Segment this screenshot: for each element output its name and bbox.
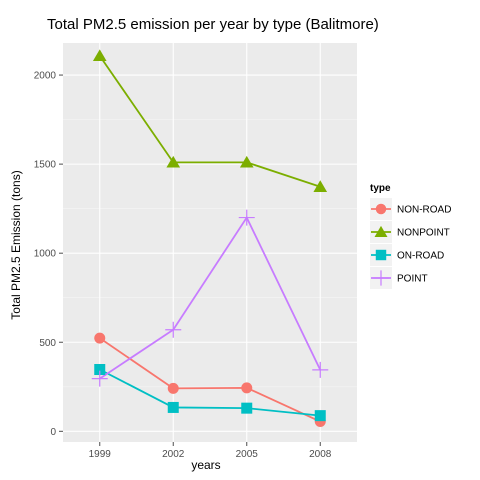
data-point-point — [165, 321, 182, 338]
data-point-point — [238, 209, 255, 226]
y-axis: 0 500 1000 1500 2000 — [34, 71, 63, 438]
legend-title: type — [370, 183, 391, 194]
x-tick-label: 1999 — [89, 449, 112, 460]
legend-label-point: POINT — [397, 274, 428, 285]
x-axis-title: years — [191, 458, 220, 472]
plot-panel — [63, 43, 357, 442]
x-tick-label: 2002 — [162, 449, 185, 460]
y-tick-label: 500 — [39, 338, 56, 349]
data-point-on-road — [94, 364, 106, 376]
y-tick-label: 1000 — [34, 249, 57, 260]
data-point-on-road — [314, 410, 326, 422]
y-tick-label: 2000 — [34, 71, 57, 82]
data-point-nonpoint — [313, 180, 328, 192]
data-point-nonpoint — [239, 155, 254, 168]
x-tick-label: 2008 — [309, 449, 332, 460]
legend: type NON-ROAD NONPOINT ON-ROAD POINT — [370, 183, 451, 289]
data-points — [91, 49, 329, 428]
legend-label-nonpoint: NONPOINT — [397, 228, 450, 239]
series-line-non-road — [99, 337, 321, 423]
data-point-nonpoint — [166, 155, 181, 168]
data-point-on-road — [167, 401, 179, 413]
data-point-non-road — [167, 382, 179, 394]
data-point-non-road — [94, 332, 106, 344]
y-tick-label: 1500 — [34, 160, 57, 171]
legend-key-on-road — [375, 249, 387, 261]
legend-label-on-road: ON-ROAD — [397, 251, 444, 262]
chart-title: Total PM2.5 emission per year by type (B… — [47, 16, 379, 33]
data-point-point — [91, 370, 108, 387]
y-axis-title: Total PM2.5 Emission (tons) — [9, 170, 23, 319]
legend-key-point — [373, 270, 389, 286]
x-tick-label: 2005 — [236, 449, 259, 460]
data-point-non-road — [241, 382, 253, 394]
x-axis: 1999 2002 2005 2008 — [89, 442, 332, 460]
legend-key-non-road — [375, 203, 387, 215]
series-line-point — [99, 215, 322, 380]
series-line-nonpoint — [99, 55, 321, 188]
legend-label-non-road: NON-ROAD — [397, 205, 451, 216]
series-line-on-road — [99, 368, 321, 417]
data-point-point — [312, 361, 329, 378]
data-point-on-road — [241, 402, 253, 414]
data-point-nonpoint — [92, 49, 107, 62]
series-lines — [99, 55, 322, 423]
legend-key-nonpoint — [374, 225, 388, 237]
y-tick-label: 0 — [50, 427, 56, 438]
